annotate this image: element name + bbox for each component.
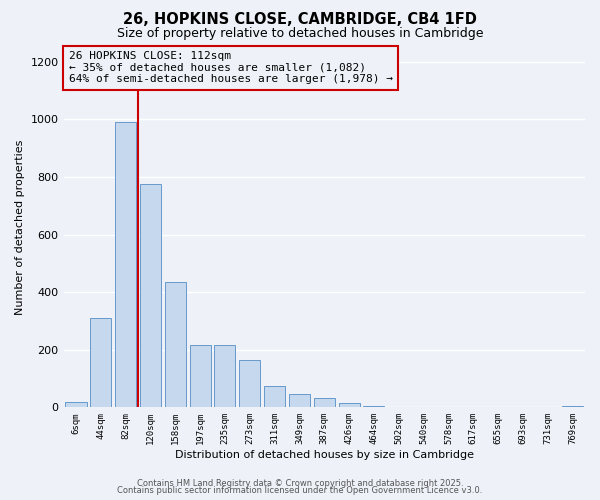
Text: Contains HM Land Registry data © Crown copyright and database right 2025.: Contains HM Land Registry data © Crown c… [137, 478, 463, 488]
X-axis label: Distribution of detached houses by size in Cambridge: Distribution of detached houses by size … [175, 450, 474, 460]
Bar [115, 122, 136, 408]
Text: 26 HOPKINS CLOSE: 112sqm
← 35% of detached houses are smaller (1,082)
64% of sem: 26 HOPKINS CLOSE: 112sqm ← 35% of detach… [69, 51, 393, 84]
Bar [562, 406, 583, 408]
Bar [314, 398, 335, 407]
Bar [239, 360, 260, 408]
Text: 26, HOPKINS CLOSE, CAMBRIDGE, CB4 1FD: 26, HOPKINS CLOSE, CAMBRIDGE, CB4 1FD [123, 12, 477, 28]
Bar [214, 346, 235, 408]
Bar [264, 386, 285, 407]
Text: Size of property relative to detached houses in Cambridge: Size of property relative to detached ho… [117, 28, 483, 40]
Bar [65, 402, 86, 407]
Bar [338, 403, 359, 407]
Y-axis label: Number of detached properties: Number of detached properties [15, 140, 25, 315]
Bar [289, 394, 310, 407]
Bar [190, 346, 211, 408]
Bar [90, 318, 112, 408]
Bar [140, 184, 161, 408]
Text: Contains public sector information licensed under the Open Government Licence v3: Contains public sector information licen… [118, 486, 482, 495]
Bar [165, 282, 186, 408]
Bar [364, 406, 385, 407]
